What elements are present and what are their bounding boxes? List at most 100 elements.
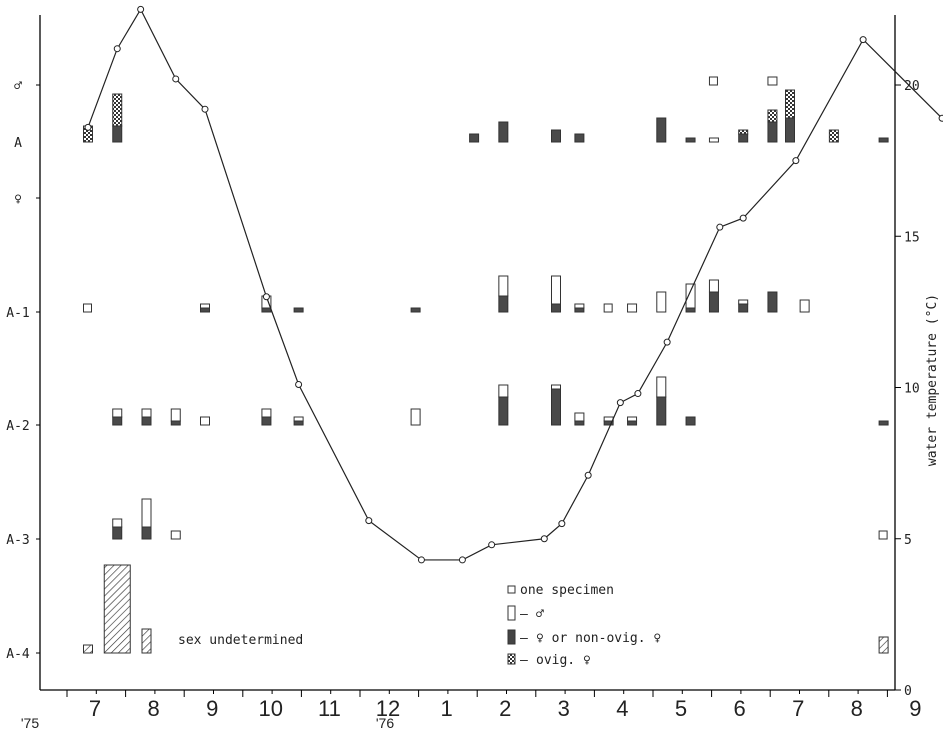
legend-ovig-dash: –	[520, 653, 528, 668]
female-bar	[878, 420, 889, 426]
temperature-point	[417, 556, 425, 564]
year-label: '75	[21, 715, 39, 731]
undetermined-bar	[141, 628, 152, 654]
stage-label: A-3	[6, 533, 29, 548]
female-bar	[112, 416, 123, 426]
year-label: '76	[376, 715, 394, 731]
temperature-point	[262, 293, 270, 301]
temperature-point	[488, 541, 496, 549]
undetermined-bar	[103, 564, 131, 654]
temperature-point	[137, 5, 145, 13]
one-specimen-mark	[708, 76, 718, 86]
female-bar	[878, 137, 889, 143]
male-bar	[261, 408, 272, 418]
male-bar	[141, 408, 152, 418]
male-bar	[627, 416, 638, 422]
male-bar	[170, 408, 181, 422]
legend-female-dash: –	[520, 631, 528, 646]
legend: one specimen ♂ – ♀ or non-ovig. ♀ – ovig…	[507, 583, 661, 668]
undetermined-bars	[83, 564, 889, 654]
x-tick-label: 8	[147, 696, 159, 721]
temperature-tick-label: 5	[904, 533, 912, 548]
ovigerous-bar	[785, 89, 795, 119]
female-bar	[141, 526, 152, 540]
male-bar	[656, 291, 667, 313]
x-tick-label: 2	[499, 696, 511, 721]
temperature-tick-label: 10	[904, 382, 920, 397]
stage-label: A-4	[6, 647, 30, 662]
male-bar	[551, 275, 561, 305]
female-bar	[498, 121, 509, 143]
ovigerous-bar	[828, 129, 839, 143]
temperature-point	[558, 520, 566, 528]
one-specimen-mark	[878, 530, 888, 540]
sex-undetermined-note: sex undetermined	[178, 633, 303, 648]
female-bar	[293, 307, 304, 313]
female-bar	[261, 416, 272, 426]
female-bar	[410, 307, 421, 313]
male-bar	[574, 303, 585, 309]
temperature-point	[739, 214, 747, 222]
female-bar	[141, 416, 152, 426]
female-bar	[685, 307, 696, 313]
x-tick-label: 6	[733, 696, 745, 721]
undetermined-bar	[83, 644, 93, 654]
ovigerous-bar	[112, 93, 123, 127]
x-tick-label: 3	[558, 696, 570, 721]
female-bar	[627, 420, 638, 426]
female-bar	[293, 420, 304, 426]
x-tick-label: 8	[851, 696, 863, 721]
male-bar	[141, 498, 152, 528]
female-bar	[551, 303, 561, 313]
legend-one-label: one specimen	[520, 583, 614, 598]
specimen-bars	[83, 76, 889, 540]
undetermined-bar	[878, 636, 889, 654]
x-axis-ticks: 7 8 9 10 11 12 1 2 3 4 5 6 7 8 9'75'76	[21, 690, 922, 731]
male-bar	[799, 299, 810, 313]
male-bar	[574, 412, 585, 422]
male-bar	[685, 283, 696, 309]
female-bar	[767, 291, 778, 313]
stage-label: A-2	[6, 419, 29, 434]
female-bar	[498, 295, 509, 313]
female-bar	[767, 121, 778, 143]
female-bar	[685, 137, 696, 143]
male-bar	[767, 76, 778, 86]
legend-male-label: ♂	[536, 607, 544, 622]
temperature-point	[540, 535, 548, 543]
axes-frame	[39, 15, 896, 691]
female-bar	[685, 416, 696, 426]
temperature-point	[616, 399, 624, 407]
temperature-point	[113, 45, 121, 53]
temperature-point	[792, 157, 800, 165]
x-tick-label: 1	[440, 696, 452, 721]
temperature-tick-label: 15	[904, 230, 920, 245]
temperature-point	[859, 36, 867, 44]
temperature-point	[295, 380, 303, 388]
stage-axis: ♂ A ♀ A-1 A-2 A-3 A-4	[6, 79, 40, 662]
male-bar	[112, 518, 123, 528]
male-bar	[293, 416, 304, 422]
x-tick-label: 7	[89, 696, 101, 721]
female-bar	[708, 291, 719, 313]
legend-ovig-swatch	[507, 653, 516, 665]
temperature-point	[458, 556, 466, 564]
x-tick-label: 5	[675, 696, 687, 721]
male-bar	[410, 408, 421, 426]
legend-male-dash: –	[520, 607, 528, 622]
female-bar	[656, 396, 667, 426]
female-bar	[785, 117, 795, 143]
legend-female-swatch	[507, 629, 516, 645]
female-bar	[170, 420, 181, 426]
male-bar	[708, 137, 719, 143]
stage-label: A-1	[6, 306, 29, 321]
male-bar	[170, 530, 181, 540]
male-bar	[551, 384, 561, 390]
legend-female-label: ♀ or non-ovig. ♀	[536, 631, 661, 646]
x-tick-label: 9	[206, 696, 218, 721]
female-bar	[112, 526, 123, 540]
temperature-point	[634, 390, 642, 398]
female-bar	[551, 129, 561, 143]
x-tick-label: 7	[792, 696, 804, 721]
